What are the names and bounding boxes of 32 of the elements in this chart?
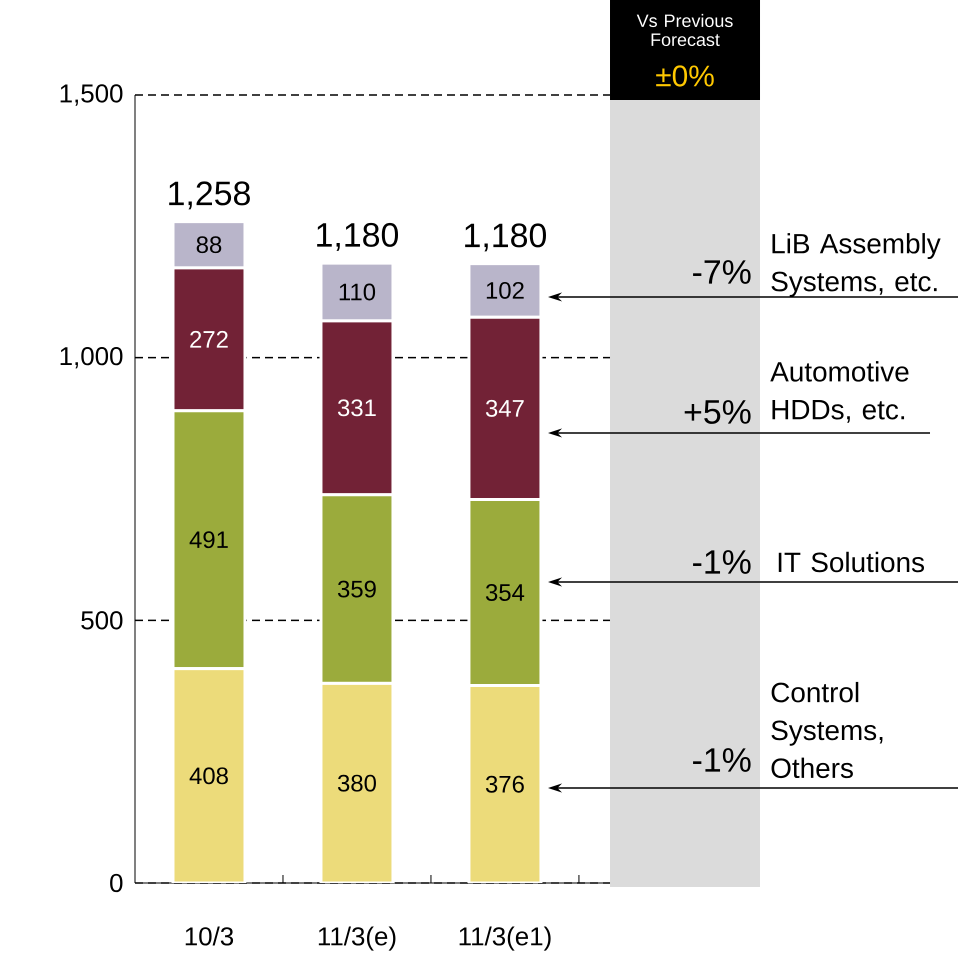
data-label: 408 (190, 767, 228, 784)
y-tick-label: 1,500 (60, 84, 122, 106)
data-label: 376 (486, 776, 524, 793)
text: Automotive HDDs, etc. (770, 361, 908, 423)
data-label: 380 (338, 774, 376, 792)
text: IT Solutions (778, 552, 924, 572)
y-tick-label: 500 (81, 611, 122, 630)
text: -1% (693, 748, 751, 772)
data-label: 354 (486, 584, 524, 601)
total-label: 1,180 (317, 222, 398, 251)
total-label: 1,258 (169, 181, 250, 210)
x-tick-label: 11/3(e) (318, 926, 396, 951)
text: -1% (693, 550, 751, 574)
text: -7% (693, 260, 751, 284)
x-tick-label: 10/3 (186, 926, 234, 946)
text: Control Systems, Others (771, 682, 882, 778)
text: Vs Previous Forecast (636, 14, 733, 46)
text: LiB Assembly Systems, etc. (771, 233, 941, 297)
data-label: 359 (338, 580, 376, 598)
data-label: 347 (486, 400, 524, 417)
text: +5% (684, 400, 751, 424)
text: ±0% (656, 65, 714, 87)
x-tick-label: 11/3(e1) (460, 926, 551, 951)
y-tick-label: 0 (110, 874, 122, 892)
data-label: 272 (190, 330, 228, 348)
total-label: 1,180 (465, 223, 546, 252)
y-tick-label: 1,000 (60, 346, 122, 368)
data-label: 88 (196, 236, 222, 254)
data-label: 331 (338, 399, 376, 416)
data-label: 110 (340, 284, 376, 300)
data-label: 491 (190, 531, 228, 548)
data-label: 102 (486, 282, 524, 299)
